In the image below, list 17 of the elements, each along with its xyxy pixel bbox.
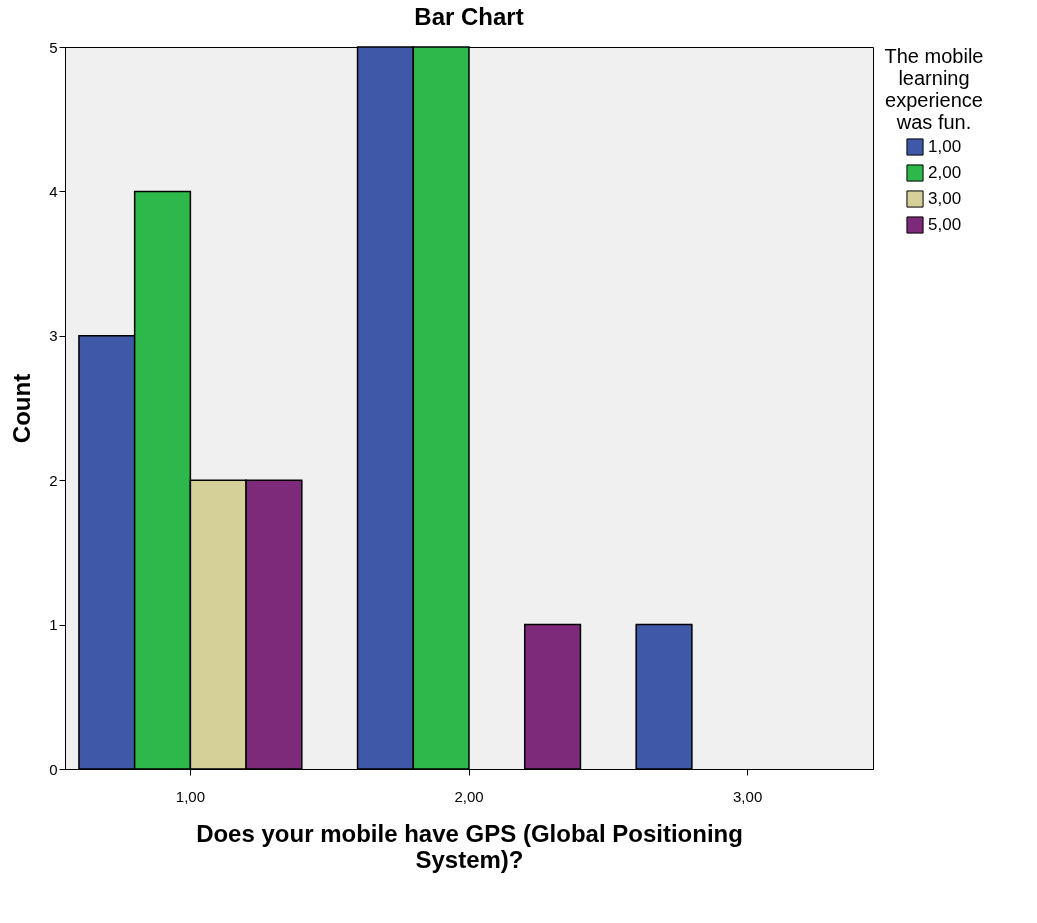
legend-label: 2,00	[928, 163, 962, 182]
y-tick-label: 2	[49, 471, 58, 489]
legend-label: 3,00	[928, 189, 962, 208]
legend-label: 5,00	[928, 215, 962, 234]
y-tick-label: 5	[49, 38, 58, 56]
x-tick-label: 3,00	[733, 787, 763, 805]
x-tick-label: 1,00	[175, 787, 205, 805]
y-tick-label: 1	[49, 616, 58, 634]
x-axis-title: Does your mobile have GPS (Global Positioning System)?	[196, 819, 743, 873]
y-tick-label: 4	[49, 182, 58, 200]
y-tick-label: 0	[49, 760, 58, 778]
legend-label: 1,00	[928, 137, 962, 156]
y-tick-label: 3	[49, 327, 58, 345]
y-axis-title: Count	[8, 373, 36, 444]
chart-title: Bar Chart	[414, 3, 524, 30]
x-tick-label: 2,00	[454, 787, 484, 805]
legend-title: The mobile learning experience was fun.	[884, 45, 984, 133]
